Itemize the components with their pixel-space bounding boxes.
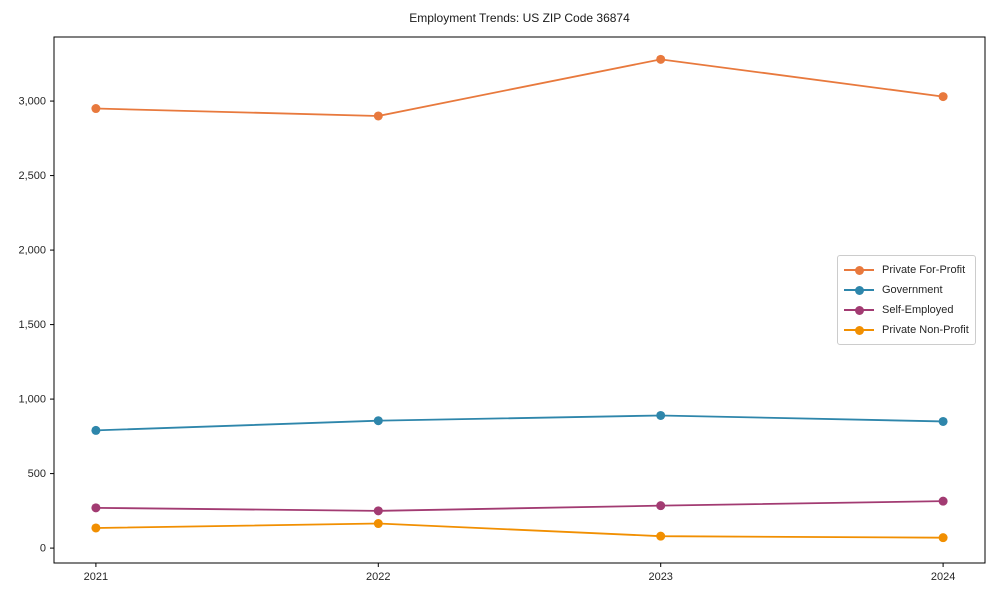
legend-line-marker-icon [844,265,874,275]
y-tick-label: 0 [40,543,46,555]
legend-item: Government [844,281,969,299]
data-point [656,410,666,420]
legend-item: Private For-Profit [844,261,969,279]
y-tick-label: 3,000 [18,96,46,108]
series-line [95,58,944,117]
data-point [373,519,383,529]
data-point [938,533,948,543]
x-tick-label: 2021 [84,571,108,583]
data-point [373,416,383,426]
series-line [95,414,944,432]
y-tick-label: 1,000 [18,394,46,406]
legend-label: Self-Employed [882,304,954,316]
data-point [373,506,383,516]
data-point [91,425,101,435]
data-point [91,523,101,533]
data-point [91,104,101,114]
data-point [656,501,666,511]
y-tick-label: 1,500 [18,319,46,331]
data-point [938,416,948,426]
x-tick-label: 2024 [931,571,955,583]
chart-legend: Private For-Profit Government Self-Employe… [837,255,976,345]
legend-label: Government [882,284,943,296]
legend-line-marker-icon [844,285,874,295]
x-tick-label: 2023 [648,571,672,583]
data-point [656,54,666,64]
y-tick-label: 2,500 [18,170,46,182]
series-line [95,500,944,512]
legend-item: Self-Employed [844,301,969,319]
legend-label: Private Non-Profit [882,324,969,336]
legend-line-marker-icon [844,305,874,315]
data-point [91,503,101,513]
legend-line-marker-icon [844,325,874,335]
legend-label: Private For-Profit [882,264,966,276]
data-point [938,92,948,102]
y-tick-label: 2,000 [18,245,46,257]
data-point [938,496,948,506]
y-tick-label: 500 [28,468,46,480]
data-point [656,531,666,541]
plot-border [53,36,986,564]
legend-item: Private Non-Profit [844,321,969,339]
data-point [373,111,383,121]
x-tick-label: 2022 [366,571,390,583]
series-line [95,522,944,539]
chart-title: Employment Trends: US ZIP Code 36874 [409,11,630,25]
